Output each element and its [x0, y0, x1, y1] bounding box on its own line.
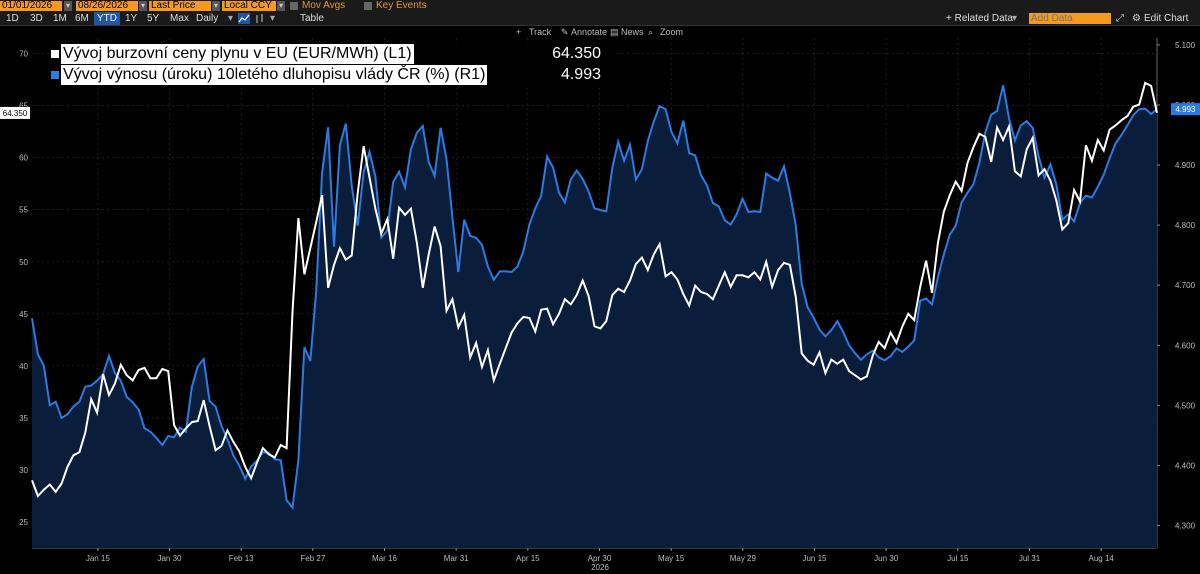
chart-tools-bar: + Track ✎ Annotate ▤ News ⌕ Zoom [0, 26, 1200, 38]
x-tick-label: Mar 31 [444, 554, 469, 563]
bond-yield-area [32, 85, 1157, 548]
legend-marker-bond [51, 71, 59, 79]
annotate-button[interactable]: Annotate [571, 27, 608, 37]
x-axis: Jan 15 Jan 30 Feb 13 Feb 27 Mar 16 Mar 31 Apr … [86, 548, 1114, 563]
bond-last-tag: 4.993 [1175, 105, 1196, 114]
end-date-field[interactable]: 08/26/2026 [76, 1, 138, 11]
legend-value-bond: 4.993 [560, 66, 601, 83]
left-tick-label: 60 [19, 154, 28, 163]
x-tick-label: Jun 15 [802, 554, 827, 563]
gas-last-tag: 64.350 [3, 109, 28, 118]
period-5y[interactable]: 5Y [147, 13, 160, 24]
period-1m[interactable]: 1M [53, 13, 67, 24]
chart-type-dropdown-icon[interactable]: ▾ [270, 13, 276, 24]
right-tick-label: 4.400 [1175, 461, 1196, 470]
legend-item-gas[interactable]: Vývoj burzovní ceny plynu v EU (EUR/MWh)… [50, 44, 615, 64]
right-tick-label: 4.300 [1175, 521, 1196, 530]
mov-avgs-label[interactable]: Mov Avgs [302, 0, 346, 11]
right-tick-label: 4.500 [1175, 401, 1196, 410]
x-tick-label: Aug 14 [1088, 554, 1114, 563]
period-6m[interactable]: 6M [75, 13, 89, 24]
news-button[interactable]: News [621, 27, 644, 37]
zoom-button[interactable]: Zoom [660, 27, 684, 37]
left-tick-label: 35 [19, 414, 28, 423]
chart-legend: Vývoj burzovní ceny plynu v EU (EUR/MWh)… [50, 44, 615, 88]
period-toolbar: 1D 3D 1M 6M YTD 1Y 5Y Max Daily ▾ ▾ Tabl… [0, 12, 1200, 26]
annotate-icon[interactable]: ✎ [561, 27, 569, 37]
right-tick-label: 4.700 [1175, 281, 1196, 290]
frequency-select[interactable]: Daily [196, 13, 219, 24]
x-tick-label: May 29 [730, 554, 757, 563]
left-axis: 25 30 35 40 45 50 55 60 65 70 [19, 50, 28, 527]
legend-label-gas: Vývoj burzovní ceny plynu v EU (EUR/MWh)… [61, 44, 414, 64]
x-tick-label: Mar 16 [372, 554, 397, 563]
legend-marker-gas [51, 50, 59, 58]
news-icon[interactable]: ▤ [610, 27, 619, 37]
last-value-tags: 64.350 4.993 [0, 103, 1200, 119]
x-axis-year-label: 2026 [591, 563, 609, 572]
legend-item-bond[interactable]: Vývoj výnosu (úroku) 10letého dluhopisu … [50, 65, 615, 85]
track-button[interactable]: Track [529, 27, 552, 37]
x-tick-label: Apr 30 [588, 554, 612, 563]
left-tick-label: 40 [19, 362, 28, 371]
related-data-button[interactable]: + Related Data [946, 13, 1013, 24]
zoom-icon[interactable]: ⌕ [648, 27, 654, 37]
x-tick-label: Feb 27 [300, 554, 325, 563]
bar-type-icon[interactable] [254, 13, 266, 24]
gas-price-line [31, 81, 1158, 498]
x-tick-label: Jul 31 [1019, 554, 1041, 563]
x-tick-label: Apr 15 [516, 554, 540, 563]
key-events-label[interactable]: Key Events [376, 0, 427, 11]
price-field-dropdown[interactable]: ▾ [212, 1, 220, 11]
add-data-input[interactable] [1029, 13, 1111, 24]
x-tick-label: May 15 [658, 554, 685, 563]
left-tick-label: 45 [19, 310, 28, 319]
right-tick-label: 5.100 [1175, 41, 1196, 50]
period-3d[interactable]: 3D [30, 13, 43, 24]
edit-chart-gear-icon[interactable]: ⚙ [1132, 13, 1141, 24]
x-tick-label: Feb 13 [229, 554, 254, 563]
gas-last-tag-bg [0, 106, 30, 119]
x-tick-label: Jul 15 [947, 554, 969, 563]
start-date-dropdown[interactable]: ▾ [64, 1, 72, 11]
left-tick-label: 65 [19, 102, 28, 111]
currency-select[interactable]: Local CCY [222, 1, 276, 11]
currency-dropdown[interactable]: ▾ [277, 1, 285, 11]
right-tick-label: 4.900 [1175, 161, 1196, 170]
right-tick-label: 4.800 [1175, 221, 1196, 230]
period-1y[interactable]: 1Y [125, 13, 138, 24]
top-toolbar: 01/01/2026 ▾ 08/26/2026 ▾ Last Price ▾ L… [0, 0, 1200, 12]
x-tick-label: Jan 15 [86, 554, 111, 563]
period-max[interactable]: Max [170, 13, 189, 24]
track-icon[interactable]: + [516, 27, 522, 37]
left-tick-label: 70 [19, 50, 28, 59]
price-field-select[interactable]: Last Price [149, 1, 211, 11]
left-tick-label: 25 [19, 518, 28, 527]
left-tick-label: 30 [19, 466, 28, 475]
related-data-dropdown-icon[interactable]: ▾ [1012, 13, 1018, 24]
start-date-field[interactable]: 01/01/2026 [0, 1, 62, 11]
frequency-dropdown-icon[interactable]: ▾ [228, 13, 234, 24]
line-chart-icon[interactable] [238, 13, 250, 24]
left-tick-label: 55 [19, 206, 28, 215]
mov-avgs-checkbox[interactable] [290, 2, 298, 10]
end-date-dropdown[interactable]: ▾ [139, 1, 147, 11]
expand-icon[interactable]: ⤢ [1116, 13, 1124, 24]
legend-label-bond: Vývoj výnosu (úroku) 10letého dluhopisu … [61, 65, 488, 85]
x-tick-label: Jun 30 [874, 554, 899, 563]
left-tick-label: 50 [19, 258, 28, 267]
period-1d[interactable]: 1D [6, 13, 19, 24]
edit-chart-button[interactable]: Edit Chart [1144, 13, 1189, 24]
table-button[interactable]: Table [300, 13, 324, 24]
x-tick-label: Jan 30 [157, 554, 182, 563]
right-tick-label: 4.600 [1175, 341, 1196, 350]
period-ytd[interactable]: YTD [94, 12, 120, 25]
bond-yield-line [31, 84, 1158, 510]
key-events-checkbox[interactable] [364, 2, 372, 10]
legend-value-gas: 64.350 [552, 45, 601, 62]
bond-last-tag-bg [1171, 103, 1200, 116]
